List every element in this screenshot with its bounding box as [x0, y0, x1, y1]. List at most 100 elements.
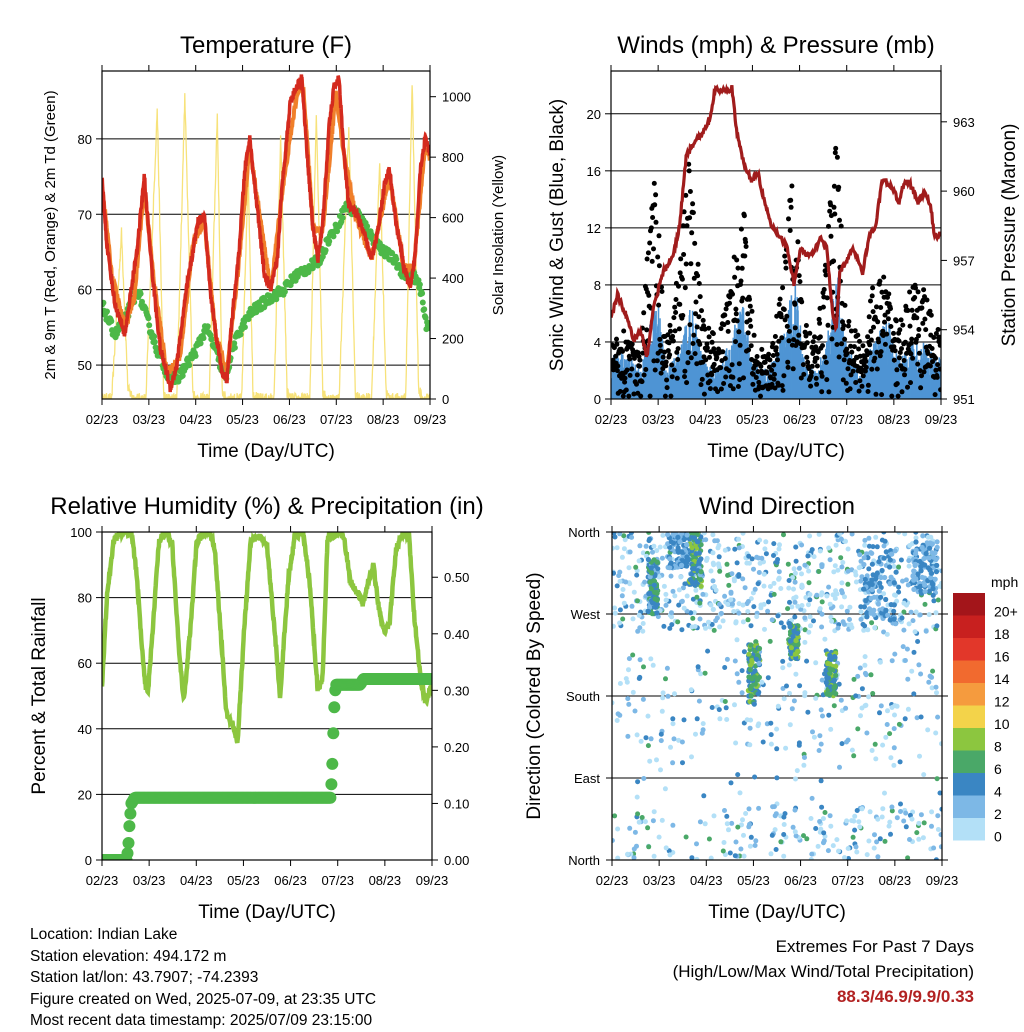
direction-point	[932, 576, 938, 582]
gust-point	[681, 252, 687, 257]
direction-point	[682, 581, 688, 587]
direction-point	[926, 612, 932, 618]
gust-point	[735, 265, 741, 271]
legend-label: 6	[994, 761, 1002, 777]
direction-point	[748, 642, 754, 648]
direction-point	[612, 570, 616, 576]
gust-point	[776, 338, 782, 344]
direction-point	[768, 720, 774, 726]
direction-point	[747, 843, 753, 849]
gust-point	[697, 341, 703, 347]
gust-point	[915, 289, 921, 295]
y2-tick-label: 0.50	[444, 570, 469, 585]
direction-point	[708, 855, 714, 860]
direction-point	[706, 619, 711, 625]
gust-point	[725, 328, 731, 334]
direction-point	[747, 725, 753, 731]
direction-point	[647, 536, 652, 542]
direction-point	[735, 772, 741, 778]
x-tick-label: 03/23	[133, 873, 166, 888]
direction-point	[908, 609, 914, 615]
x-tick-label: 04/23	[179, 412, 212, 427]
y2-tick-label: 951	[953, 392, 975, 407]
direction-point	[913, 532, 919, 535]
gust-point	[695, 261, 701, 267]
gust-point	[747, 317, 753, 323]
direction-point	[887, 617, 893, 623]
direction-point	[902, 658, 908, 663]
direction-point	[845, 546, 851, 552]
direction-point	[939, 806, 942, 812]
dewpoint-point	[330, 233, 337, 240]
direction-point	[813, 826, 819, 831]
gust-point	[874, 366, 880, 372]
gust-point	[758, 393, 763, 399]
gust-point	[651, 180, 657, 186]
direction-point	[727, 850, 733, 856]
gust-point	[703, 357, 709, 363]
station-location: Location: Indian Lake	[30, 926, 178, 943]
direction-point	[711, 627, 717, 633]
direction-point	[929, 809, 935, 815]
gust-point	[696, 281, 702, 286]
gust-point	[884, 331, 890, 337]
gust-point	[707, 378, 713, 384]
gust-point	[896, 338, 902, 344]
direction-point	[939, 580, 942, 586]
y2-tick-label: 957	[953, 253, 975, 268]
direction-point	[679, 598, 685, 604]
direction-point	[831, 689, 837, 696]
direction-point	[931, 598, 937, 604]
direction-point	[826, 545, 832, 551]
gust-point	[700, 317, 706, 323]
direction-point	[789, 706, 795, 712]
gust-point	[708, 349, 714, 355]
direction-point	[801, 833, 806, 839]
direction-point	[663, 602, 669, 608]
direction-point	[670, 822, 676, 828]
gust-point	[656, 233, 662, 239]
gust-point	[701, 391, 707, 397]
direction-point	[694, 841, 699, 847]
gust-point	[782, 253, 788, 259]
legend-swatch	[953, 615, 985, 638]
gust-point	[670, 333, 676, 339]
direction-point	[839, 741, 845, 747]
dewpoint-point	[422, 314, 429, 321]
direction-point	[802, 693, 808, 699]
direction-point	[930, 586, 936, 592]
dewpoint-point	[231, 340, 238, 347]
gust-point	[747, 296, 752, 302]
gust-point	[827, 208, 833, 214]
direction-point	[736, 679, 742, 685]
direction-point	[900, 644, 906, 650]
direction-point	[761, 571, 767, 577]
y-tick-label: 12	[587, 221, 601, 236]
x-tick-label: 02/23	[595, 412, 628, 427]
gust-point	[797, 279, 803, 285]
direction-point	[746, 553, 752, 559]
gust-point	[844, 350, 850, 356]
direction-point	[665, 693, 671, 699]
direction-point	[878, 703, 884, 709]
gust-point	[857, 338, 862, 344]
gust-point	[893, 318, 899, 324]
direction-point	[711, 813, 717, 819]
direction-point	[696, 559, 702, 565]
direction-point	[755, 691, 761, 697]
direction-point	[792, 599, 798, 605]
gust-point	[927, 308, 933, 314]
direction-point	[859, 686, 865, 692]
direction-point	[839, 580, 845, 586]
gust-point	[848, 372, 854, 378]
gust-point	[897, 327, 903, 333]
legend-label: 2	[994, 806, 1002, 822]
direction-point	[868, 595, 874, 602]
direction-point	[763, 539, 769, 545]
direction-point	[862, 703, 868, 709]
x-tick-label: 02/23	[86, 873, 119, 888]
gust-point	[888, 324, 894, 329]
direction-point	[871, 845, 877, 851]
gust-point	[867, 350, 873, 356]
direction-point	[629, 534, 635, 540]
